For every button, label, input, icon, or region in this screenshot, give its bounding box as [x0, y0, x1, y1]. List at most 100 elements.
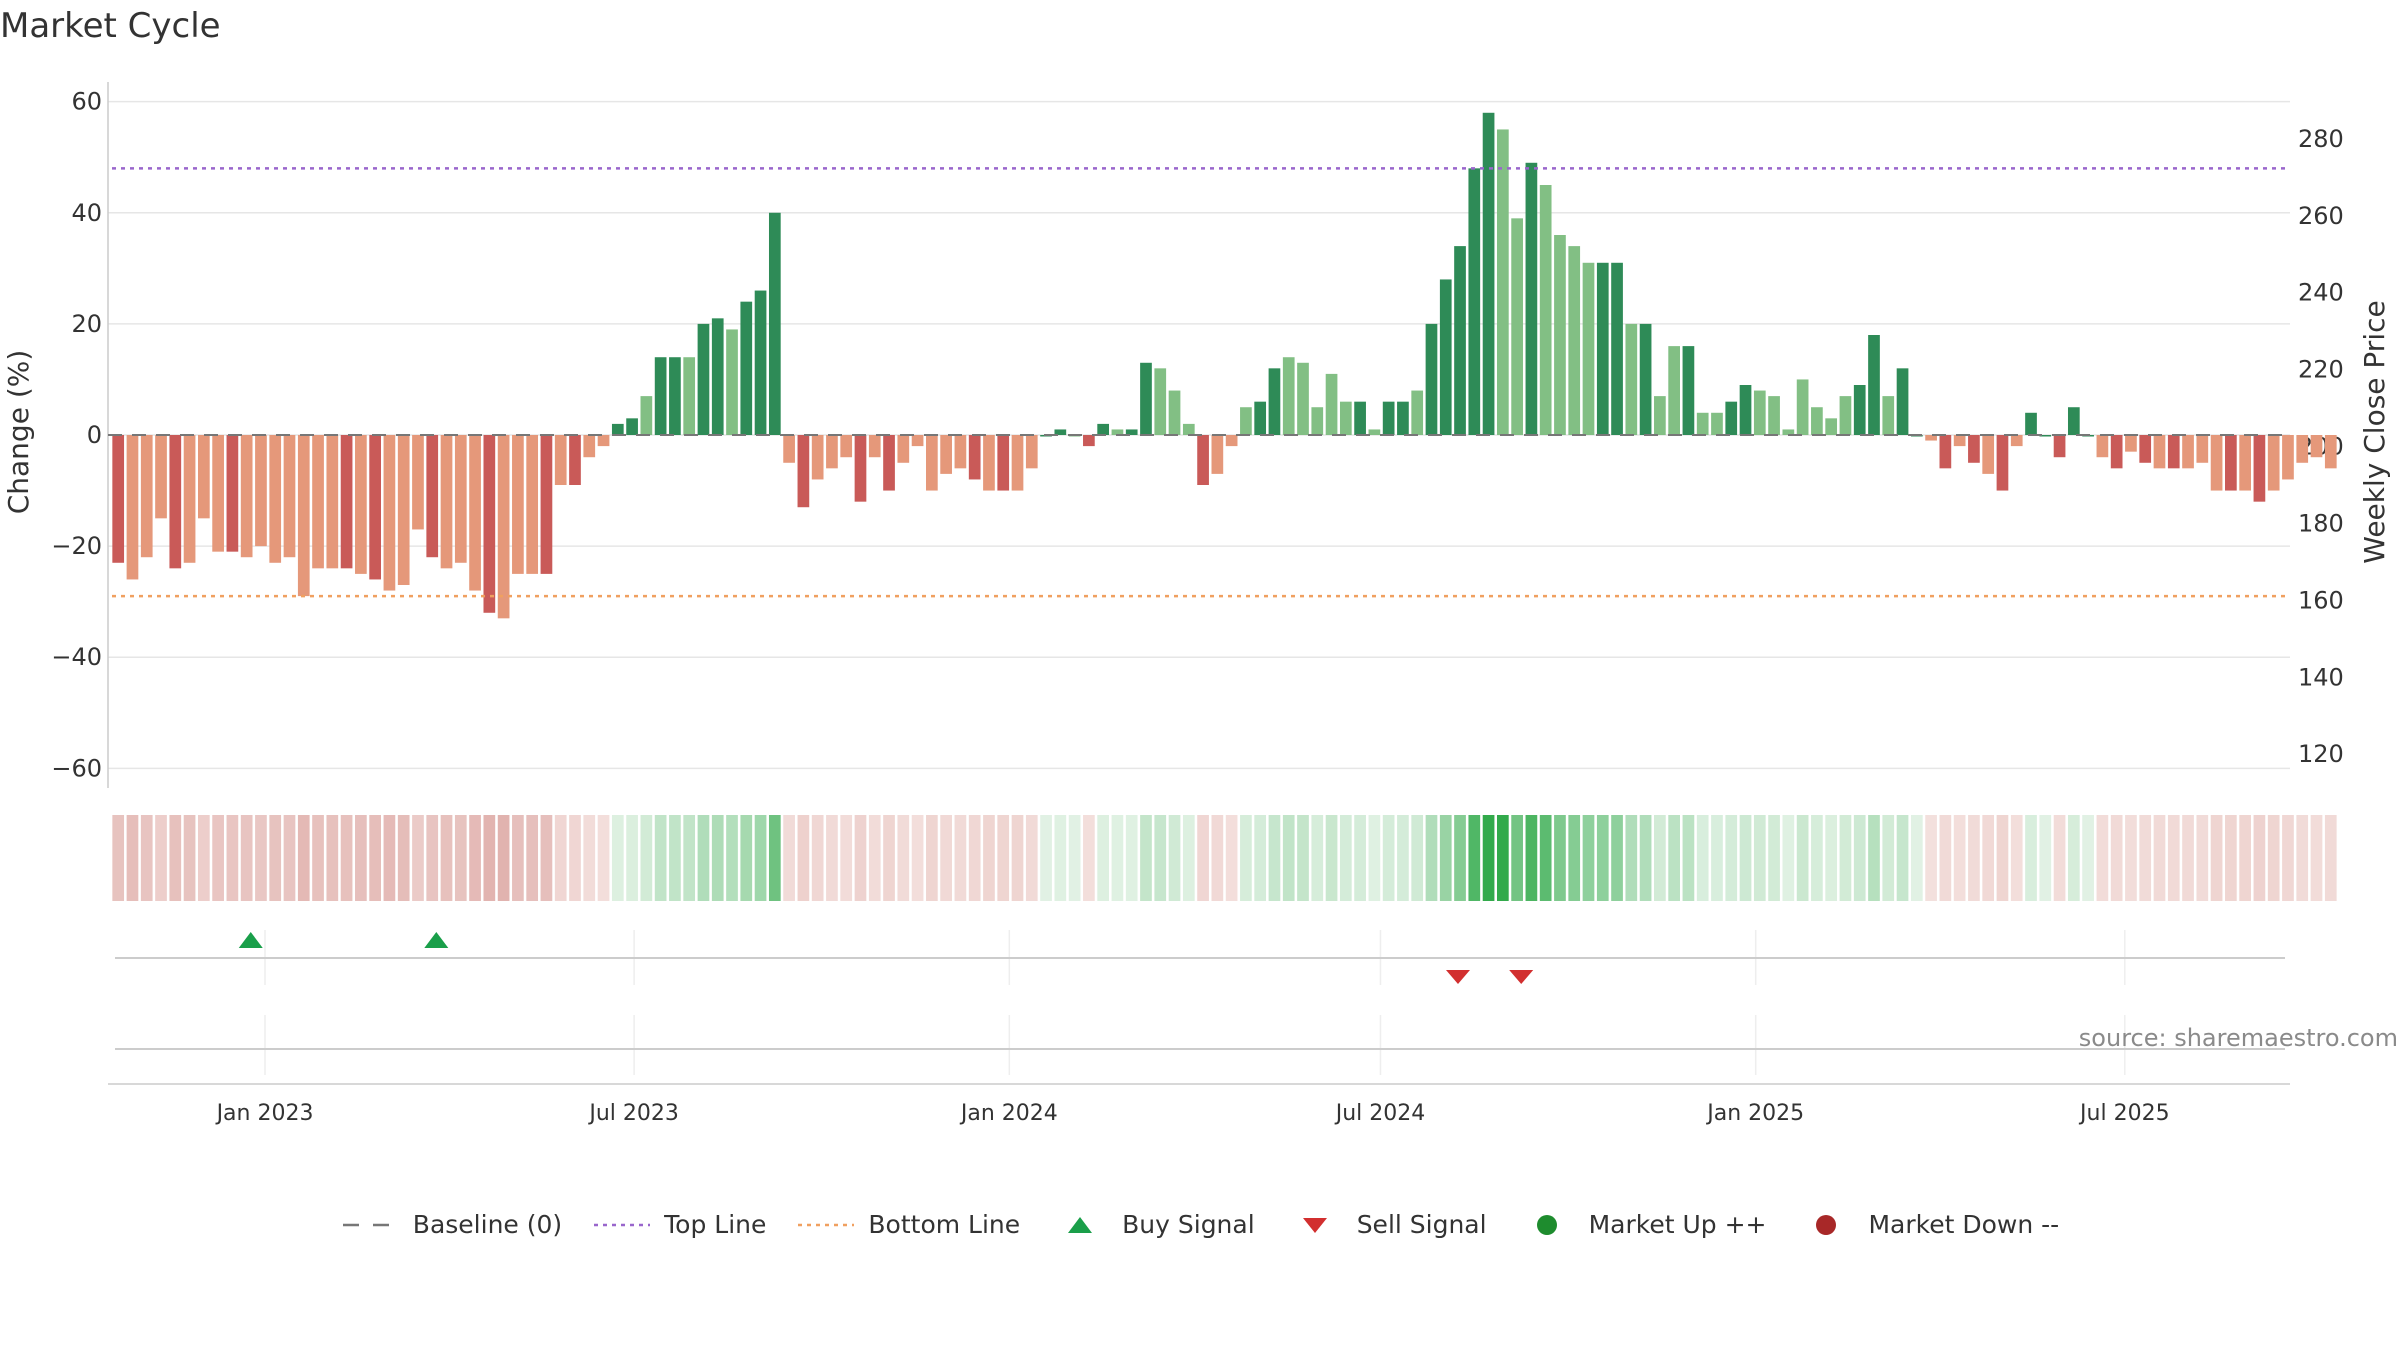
bar	[1839, 396, 1852, 435]
trend-strip-cell	[1939, 815, 1952, 901]
bar	[2253, 435, 2266, 502]
bar	[155, 435, 167, 519]
trend-strip-cell	[711, 815, 724, 901]
trend-strip-cell	[783, 815, 795, 901]
trend-strip-cell	[2267, 815, 2280, 901]
trend-strip-cell	[1796, 815, 1809, 901]
bar	[1511, 218, 1523, 435]
bar	[469, 435, 481, 591]
trend-strip-cell	[883, 815, 895, 901]
x-axis: Jan 2023 Jul 2023 Jan 2024 Jul 2024 Jan 2025…	[108, 1083, 2290, 1126]
bar	[283, 435, 296, 558]
trend-strip-cell	[2210, 815, 2223, 901]
trend-strip-cell	[811, 815, 824, 901]
bar	[2096, 435, 2109, 458]
trend-strip-cell	[840, 815, 853, 901]
bar	[1682, 346, 1695, 435]
y-tick-label: 20	[71, 310, 102, 338]
trend-strip-cell	[1654, 815, 1666, 901]
trend-strip-cell	[611, 815, 624, 901]
bar	[1996, 435, 2009, 491]
x-tick-label: Jul 2023	[587, 1101, 679, 1126]
bar	[297, 435, 310, 597]
bar	[2310, 435, 2323, 458]
trend-strip-cell	[2153, 815, 2166, 901]
trend-strip-cell	[1154, 815, 1167, 901]
bar	[2139, 435, 2152, 463]
x-tick-label: Jan 2024	[959, 1101, 1058, 1126]
bar	[1596, 262, 1609, 435]
trend-strip-cell	[1711, 815, 1723, 901]
bar	[112, 435, 125, 563]
bar	[1054, 429, 1067, 435]
bar	[711, 318, 724, 435]
trend-strip-cell	[1625, 815, 1638, 901]
bar	[911, 435, 924, 447]
bar	[1111, 429, 1124, 435]
trend-strip-cell	[240, 815, 253, 901]
legend-label: Top Line	[664, 1210, 767, 1239]
bar	[1282, 357, 1295, 435]
bar	[2210, 435, 2223, 491]
y-axis-label: Change (%)	[2, 350, 35, 515]
trend-strip-cell	[1511, 815, 1523, 901]
bar	[697, 323, 710, 435]
signal-markers	[115, 930, 2285, 1075]
trend-strip-cell	[768, 815, 781, 901]
trend-strip-cell	[1168, 815, 1181, 901]
trend-strip-cell	[283, 815, 296, 901]
trend-strip-cell	[1097, 815, 1110, 901]
bar	[2025, 412, 2037, 435]
bar	[526, 435, 539, 574]
trend-strip-cell	[1225, 815, 1238, 901]
trend-strip-cell	[497, 815, 510, 901]
bar	[483, 435, 496, 613]
bar	[1025, 435, 1038, 469]
legend-entry: Market Down --	[1796, 1210, 2059, 1239]
trend-strip-cell	[1582, 815, 1595, 901]
trend-strip-cell	[2110, 815, 2123, 901]
bar	[1411, 390, 1424, 435]
bar	[1211, 435, 1224, 474]
y-tick-label: 60	[71, 88, 102, 116]
bar	[540, 435, 553, 574]
trend-strip-cell	[1996, 815, 2009, 901]
trend-strip-cell	[1739, 815, 1752, 901]
bar	[1496, 129, 1509, 435]
trend-strip-cell	[454, 815, 467, 901]
trend-strip-cell	[1753, 815, 1766, 901]
trend-strip-cell	[1354, 815, 1366, 901]
legend-label: Market Up ++	[1588, 1210, 1767, 1239]
bar	[126, 435, 139, 580]
legend-entry: Top Line	[592, 1210, 766, 1239]
bar	[240, 435, 253, 558]
bar	[811, 435, 824, 480]
bar	[997, 435, 1010, 491]
trend-strip-cell	[1853, 815, 1866, 901]
trend-strip	[112, 815, 2337, 901]
trend-strip-cell	[740, 815, 753, 901]
trend-strip-cell	[1968, 815, 1980, 901]
trend-strip-cell	[897, 815, 910, 901]
bar	[183, 435, 196, 563]
bar	[1182, 423, 1195, 435]
trend-strip-cell	[540, 815, 553, 901]
bar	[840, 435, 853, 458]
trend-strip-cell	[1025, 815, 1038, 901]
bar	[1325, 373, 1338, 435]
trend-strip-cell	[683, 815, 696, 901]
bar	[897, 435, 910, 463]
bar	[1368, 429, 1381, 435]
legend-entry: Market Up ++	[1517, 1210, 1767, 1239]
bar	[1925, 435, 1937, 441]
bar	[640, 396, 653, 435]
y-axis-ticks: −60 −40 −20 0 20 40 60	[51, 88, 102, 783]
bar	[597, 435, 610, 447]
bar	[1554, 235, 1566, 435]
trend-strip-cell	[569, 815, 581, 901]
trend-strip-cell	[1539, 815, 1552, 901]
y-tick-label: 0	[87, 421, 102, 449]
chart-title: Market Cycle	[0, 6, 221, 46]
trend-strip-cell	[2225, 815, 2237, 901]
